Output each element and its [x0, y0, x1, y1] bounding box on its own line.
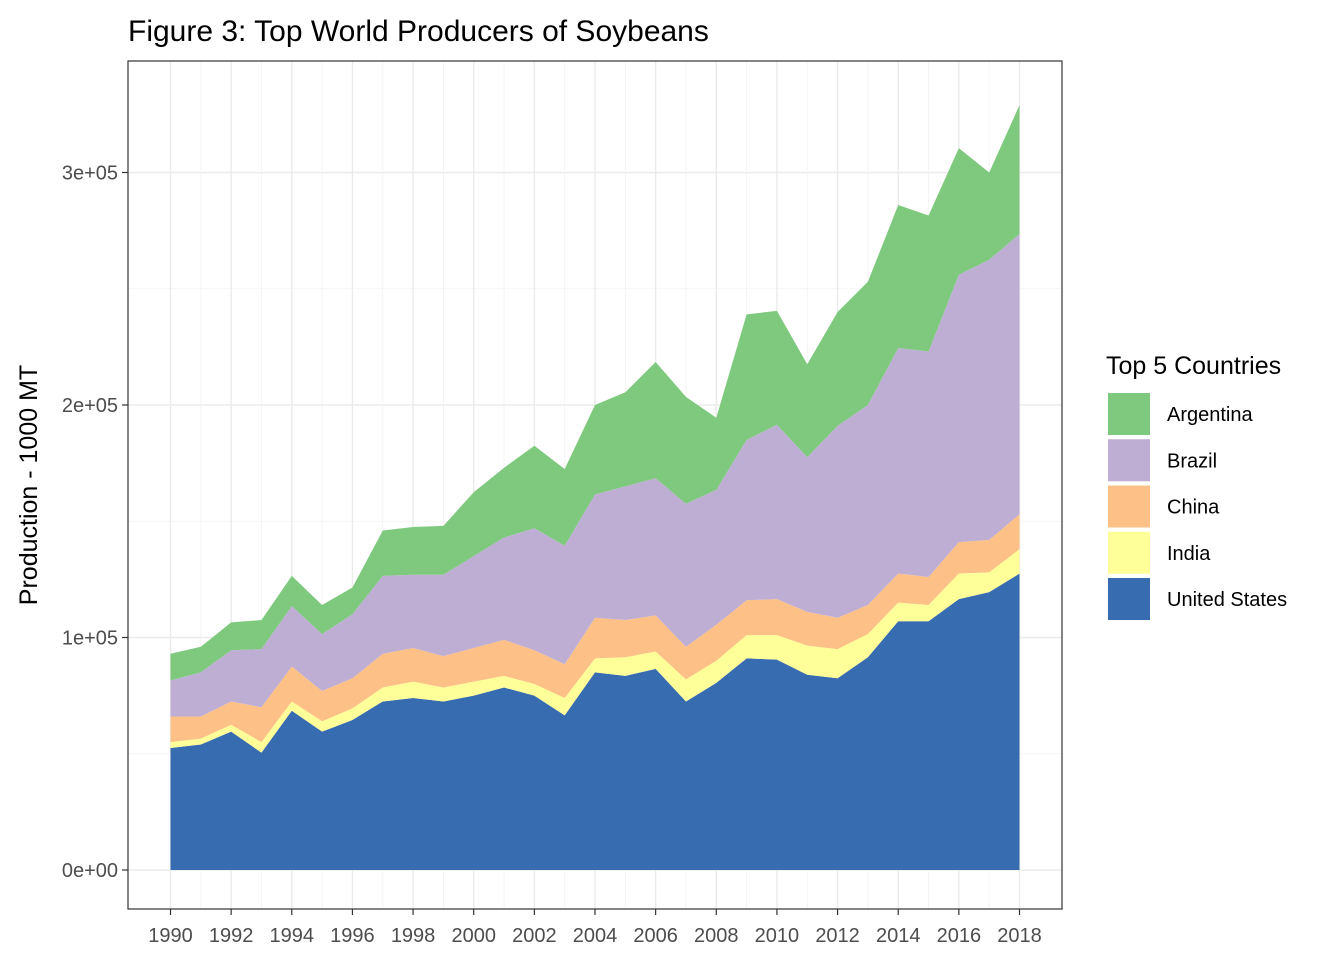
legend-key-india	[1108, 531, 1150, 574]
x-tick-label: 2018	[997, 925, 1042, 947]
x-tick-label: 2008	[694, 925, 739, 947]
legend-key-argentina	[1108, 393, 1150, 435]
stacked-areas	[170, 105, 1020, 870]
x-tick-label: 1998	[391, 925, 436, 947]
x-tick-label: 2010	[755, 925, 800, 947]
legend-label-india: India	[1167, 543, 1211, 565]
area-india	[170, 549, 1020, 753]
area-argentina	[170, 105, 1020, 681]
y-tick-label: 1e+05	[62, 628, 118, 650]
legend: Top 5 Countries Argentina Brazil China Indi…	[1106, 352, 1287, 620]
legend-label-argentina: Argentina	[1167, 404, 1253, 426]
y-axis: 0e+00 1e+05 2e+05 3e+05	[62, 163, 128, 882]
legend-key-brazil	[1108, 439, 1150, 482]
legend-key-united-states	[1108, 578, 1150, 620]
x-tick-label: 2002	[512, 925, 557, 947]
x-tick-label: 2014	[876, 925, 921, 947]
x-tick-label: 2004	[573, 925, 618, 947]
x-axis: 1990 1992 1994 1996 1998 2000 2002 2004 2006 2008…	[148, 909, 1042, 947]
area-united-states	[170, 573, 1020, 870]
x-tick-label: 1994	[270, 925, 315, 947]
legend-label-china: China	[1167, 497, 1220, 519]
y-tick-label: 0e+00	[62, 860, 118, 882]
x-tick-label: 1992	[209, 925, 254, 947]
x-tick-label: 2016	[937, 925, 982, 947]
x-tick-label: 1990	[148, 925, 193, 947]
chart-title: Figure 3: Top World Producers of Soybean…	[128, 15, 709, 48]
legend-key-china	[1108, 485, 1150, 528]
y-tick-label: 2e+05	[62, 395, 118, 417]
y-axis-title: Production - 1000 MT	[15, 365, 43, 605]
x-tick-label: 2012	[815, 925, 860, 947]
area-china	[170, 514, 1020, 743]
y-tick-label: 3e+05	[62, 163, 118, 185]
legend-label-united-states: United States	[1167, 589, 1287, 611]
area-brazil	[170, 234, 1020, 717]
legend-label-brazil: Brazil	[1167, 450, 1217, 472]
x-tick-label: 2006	[633, 925, 678, 947]
x-tick-label: 2000	[451, 925, 496, 947]
x-tick-label: 1996	[330, 925, 375, 947]
legend-title: Top 5 Countries	[1106, 352, 1281, 380]
